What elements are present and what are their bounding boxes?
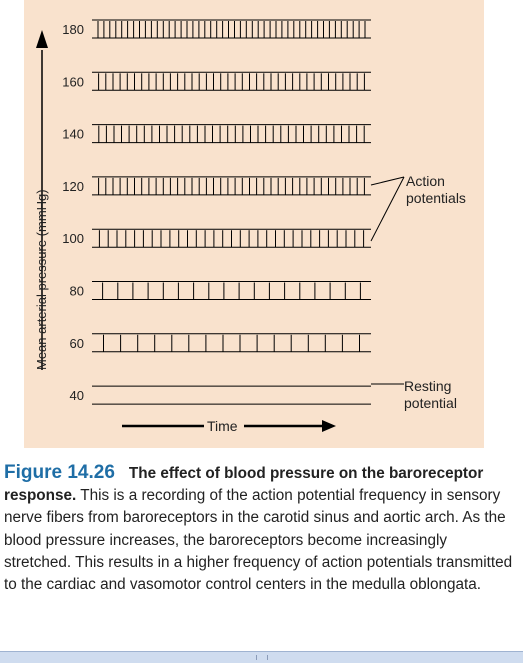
trace-160: 160: [62, 71, 371, 91]
window-bottom-edge: [0, 651, 523, 663]
trace-120: 120: [62, 176, 371, 196]
pressure-label-120: 120: [62, 179, 84, 194]
pressure-label-140: 140: [62, 127, 84, 142]
pressure-label-160: 160: [62, 74, 84, 89]
action-callout-line-a: [370, 176, 405, 186]
trace-180: 180: [62, 19, 371, 39]
action-potentials-label: Action potentials: [406, 173, 466, 206]
recording-traces: 180 160 140 120 100 80 60 40: [62, 19, 371, 405]
figure-number: Figure 14.26: [4, 462, 115, 483]
time-arrowhead: [322, 420, 336, 432]
pressure-label-100: 100: [62, 231, 84, 246]
time-label: Time: [207, 418, 238, 434]
pressure-label-180: 180: [62, 22, 84, 37]
trace-60: 60: [70, 333, 371, 353]
caption-body: This is a recording of the action potent…: [4, 487, 513, 594]
trace-140: 140: [62, 124, 371, 144]
trace-100: 100: [62, 228, 371, 248]
figure-panel: 180 160 140 120 100 80 60 40 Mean arterial pres…: [24, 0, 484, 448]
pressure-label-40: 40: [70, 388, 84, 403]
baroreceptor-recording-figure: 180 160 140 120 100 80 60 40 Mean arterial pres…: [34, 19, 466, 434]
figure-caption: Figure 14.26 The effect of blood pressure…: [4, 462, 514, 596]
trace-80: 80: [70, 281, 371, 300]
resize-grip-icon[interactable]: [256, 655, 268, 660]
trace-40: 40: [70, 385, 371, 405]
y-axis-label: Mean arterial pressure (mmHg): [34, 189, 49, 370]
figure-title: The effect of blood pressure on the baro…: [4, 465, 484, 505]
pressure-label-80: 80: [70, 284, 84, 299]
pressure-label-60: 60: [70, 336, 84, 351]
resting-potential-label: Resting potential: [404, 378, 457, 411]
y-axis-arrowhead: [36, 30, 48, 48]
action-callout-line-b: [370, 176, 405, 242]
